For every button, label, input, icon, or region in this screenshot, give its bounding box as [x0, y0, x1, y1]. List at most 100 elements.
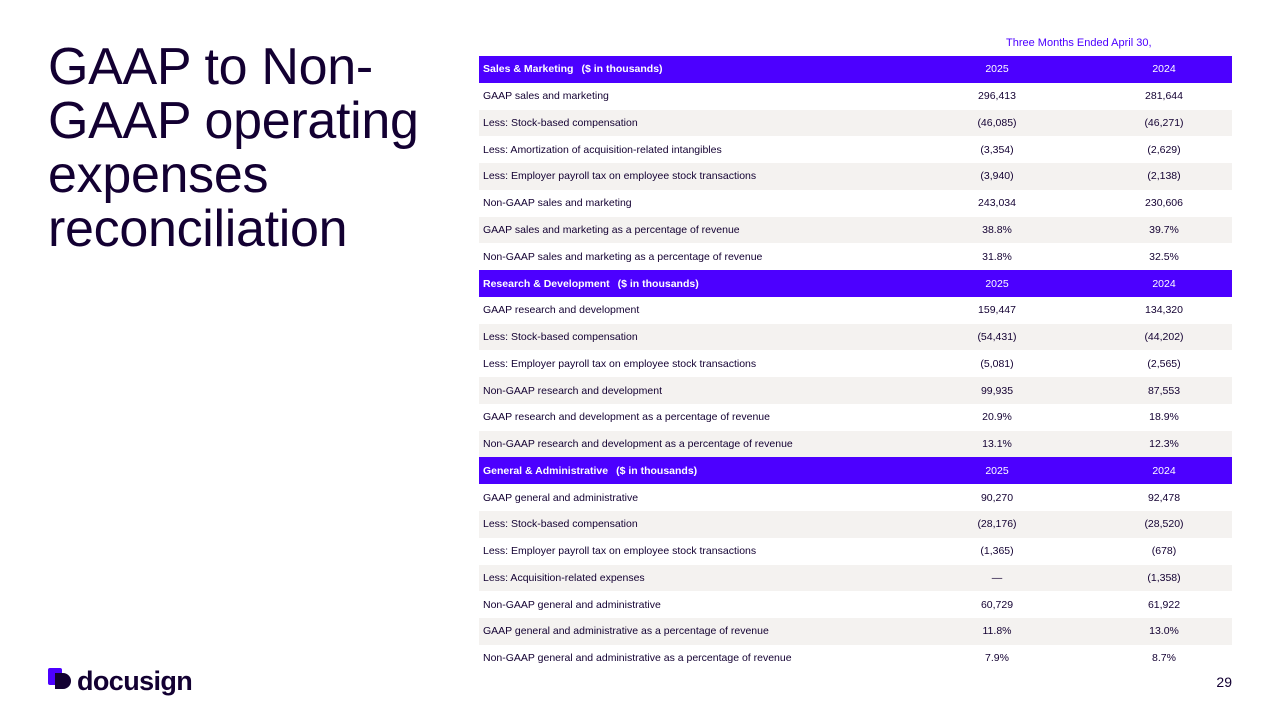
table-row: Less: Stock-based compensation (54,431) (4…	[479, 323, 1232, 351]
value-2024: 12.3%	[1076, 430, 1232, 458]
value-2024: (1,358)	[1076, 564, 1232, 592]
table-row: Non-GAAP research and development as a p…	[479, 430, 1232, 458]
section-unit: ($ in thousands)	[616, 464, 698, 477]
row-label: GAAP sales and marketing	[483, 90, 609, 103]
section-header-row: General & Administrative ($ in thousands)…	[479, 457, 1232, 485]
table-row: Less: Employer payroll tax on employee s…	[479, 350, 1232, 377]
row-label: GAAP general and administrative as a per…	[479, 618, 916, 645]
value-2025: (3,940)	[916, 163, 1076, 190]
year-2024-header: 2024	[1076, 270, 1232, 297]
year-2024-header: 2024	[1076, 457, 1232, 485]
table-row: GAAP sales and marketing as a percentage…	[479, 216, 1232, 244]
reconciliation-table: Sales & Marketing ($ in thousands) 2025 202…	[479, 56, 1232, 672]
row-label: Less: Stock-based compensation	[479, 109, 916, 137]
row-label: Non-GAAP research and development	[479, 377, 916, 404]
section-title: Research & Development ($ in thousands)	[479, 270, 916, 297]
table-row: Non-GAAP sales and marketing as a percen…	[479, 243, 1232, 270]
value-2024: 18.9%	[1149, 411, 1179, 424]
value-2024: (44,202)	[1076, 323, 1232, 351]
value-2024: (2,138)	[1076, 163, 1232, 190]
value-2025: 38.8%	[916, 216, 1076, 244]
value-2024: 92,478	[1147, 491, 1181, 504]
value-2025: 7.9%	[985, 652, 1009, 665]
value-2024: 230,606	[1145, 197, 1183, 210]
row-label: Non-GAAP sales and marketing	[483, 197, 632, 210]
table-row: Non-GAAP research and development 99,935 8…	[479, 377, 1232, 404]
row-label: Less: Stock-based compensation	[479, 511, 916, 538]
value-2025: —	[916, 564, 1076, 592]
value-2024: (2,565)	[1147, 357, 1181, 370]
section-unit: ($ in thousands)	[617, 277, 699, 290]
year-2025-header: 2025	[916, 56, 1076, 83]
value-2025: 159,447	[978, 304, 1016, 317]
value-2025: 20.9%	[982, 411, 1012, 424]
table-row: GAAP general and administrative as a per…	[479, 618, 1232, 645]
value-2025: 13.1%	[916, 430, 1076, 458]
row-label: Less: Amortization of acquisition-relate…	[483, 143, 722, 156]
table-row: GAAP research and development 159,447 134,…	[479, 297, 1232, 324]
value-2025: (46,085)	[916, 109, 1076, 137]
value-2024: (46,271)	[1076, 109, 1232, 137]
docusign-logo: docusign	[48, 666, 193, 696]
section-name: Sales & Marketing	[483, 63, 574, 76]
table-row: Less: Amortization of acquisition-relate…	[479, 136, 1232, 163]
page-number: 29	[1216, 674, 1232, 690]
row-label: GAAP research and development	[483, 304, 640, 317]
value-2024: 281,644	[1145, 90, 1183, 103]
section-header-row: Research & Development ($ in thousands) 20…	[479, 270, 1232, 297]
year-2025-header: 2025	[916, 457, 1076, 485]
table-row: GAAP research and development as a perce…	[479, 404, 1232, 431]
row-label: Less: Acquisition-related expenses	[479, 564, 916, 592]
value-2025: (3,354)	[980, 143, 1014, 156]
table-row: Less: Employer payroll tax on employee s…	[479, 538, 1232, 565]
value-2025: 99,935	[916, 377, 1076, 404]
table-row: Non-GAAP general and administrative as a…	[479, 645, 1232, 672]
row-label: Less: Employer payroll tax on employee s…	[479, 163, 916, 190]
section-title: Sales & Marketing ($ in thousands)	[479, 56, 916, 83]
value-2024: 13.0%	[1076, 618, 1232, 645]
value-2024: 39.7%	[1076, 216, 1232, 244]
value-2025: (28,176)	[916, 511, 1076, 538]
section-name: Research & Development	[483, 277, 610, 290]
value-2025: (1,365)	[980, 545, 1014, 558]
row-label: GAAP general and administrative	[483, 491, 639, 504]
value-2025: 296,413	[978, 90, 1016, 103]
value-2024: (28,520)	[1076, 511, 1232, 538]
table-row: Less: Stock-based compensation (46,085) (4…	[479, 109, 1232, 137]
value-2024: 87,553	[1076, 377, 1232, 404]
value-2025: 31.8%	[982, 250, 1012, 263]
table-row: GAAP general and administrative 90,270 92,…	[479, 484, 1232, 511]
value-2024: 32.5%	[1149, 250, 1179, 263]
row-label: Less: Employer payroll tax on employee s…	[483, 545, 757, 558]
table-row: Non-GAAP general and administrative 60,72…	[479, 591, 1232, 618]
value-2025: (54,431)	[916, 323, 1076, 351]
table-row: Less: Employer payroll tax on employee s…	[479, 163, 1232, 190]
year-2025-header: 2025	[916, 270, 1076, 297]
section-title: General & Administrative ($ in thousands)	[479, 457, 916, 485]
section-unit: ($ in thousands)	[581, 63, 663, 76]
slide-title: GAAP to Non-GAAP operating expenses reco…	[48, 38, 419, 258]
row-label: GAAP research and development as a perce…	[483, 411, 770, 424]
value-2024: (678)	[1151, 545, 1177, 558]
value-2025: 243,034	[978, 197, 1016, 210]
section-name: General & Administrative	[483, 464, 609, 477]
value-2025: 60,729	[980, 598, 1014, 611]
row-label: Non-GAAP general and administrative	[483, 598, 661, 611]
value-2025: (5,081)	[980, 357, 1014, 370]
year-2024-header: 2024	[1076, 56, 1232, 83]
row-label: Non-GAAP research and development as a p…	[479, 430, 916, 458]
value-2024: 61,922	[1147, 598, 1181, 611]
table-row: GAAP sales and marketing 296,413 281,644	[479, 83, 1232, 110]
value-2025: 90,270	[980, 491, 1014, 504]
row-label: Non-GAAP sales and marketing as a percen…	[483, 250, 763, 263]
table-row: Less: Stock-based compensation (28,176) (2…	[479, 511, 1232, 538]
table-row: Non-GAAP sales and marketing 243,034 230,6…	[479, 190, 1232, 217]
value-2025: 11.8%	[916, 618, 1076, 645]
logo-text: docusign	[77, 666, 193, 696]
row-label: GAAP sales and marketing as a percentage…	[479, 216, 916, 244]
row-label: Less: Stock-based compensation	[479, 323, 916, 351]
table-row: Less: Acquisition-related expenses — (1,35…	[479, 564, 1232, 592]
value-2024: 134,320	[1145, 304, 1183, 317]
reconciliation-table-body: Sales & Marketing ($ in thousands) 2025 202…	[479, 56, 1232, 672]
row-label: Less: Employer payroll tax on employee s…	[483, 357, 757, 370]
